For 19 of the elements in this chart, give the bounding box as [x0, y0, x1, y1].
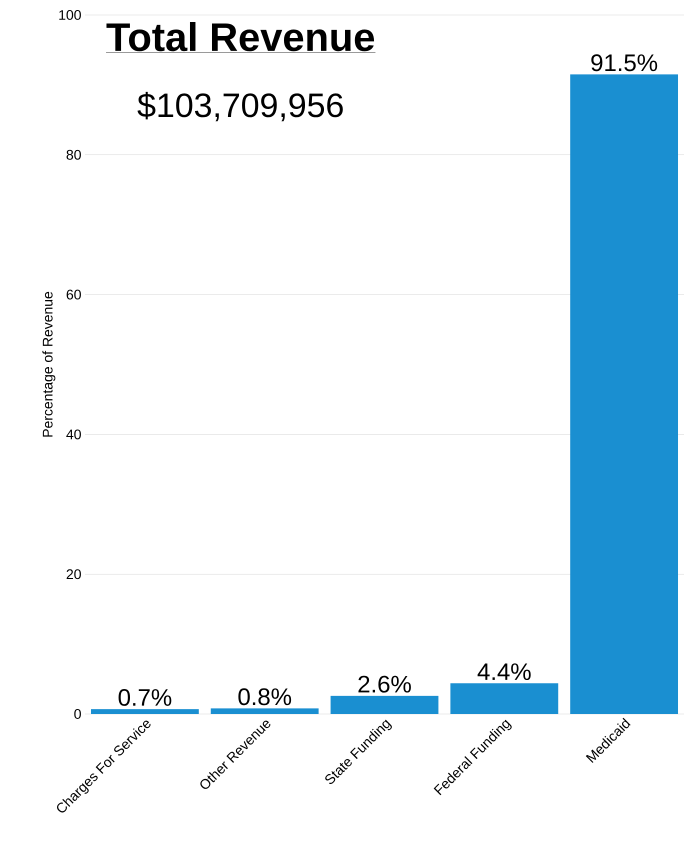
y-tick-label: 100 — [59, 10, 81, 20]
data-label: 91.5% — [591, 54, 658, 72]
y-tick-label: 40 — [66, 429, 81, 440]
data-label: 2.6% — [358, 676, 411, 693]
bar — [570, 74, 678, 714]
data-label: 0.7% — [118, 688, 172, 706]
y-tick-label: 20 — [66, 569, 81, 580]
bar — [210, 708, 319, 714]
y-tick-label: 80 — [66, 150, 81, 160]
chart-title: Total Revenue — [106, 22, 374, 52]
text: $103,709,956 — [137, 92, 343, 122]
bar — [450, 683, 558, 714]
y-tick-label: 0 — [74, 709, 81, 719]
bar — [330, 696, 438, 714]
y-axis-title: Percentage of Revenue — [42, 292, 56, 437]
bar — [90, 709, 199, 714]
y-tick-label: 60 — [66, 290, 81, 300]
data-label: 0.8% — [238, 688, 292, 706]
data-label: 4.4% — [478, 663, 531, 680]
